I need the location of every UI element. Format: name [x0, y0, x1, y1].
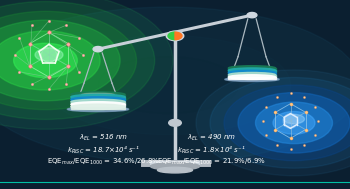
Ellipse shape [41, 47, 57, 63]
Bar [71, 94, 125, 96]
Bar [71, 102, 125, 104]
Wedge shape [175, 32, 182, 40]
Circle shape [0, 11, 136, 110]
Ellipse shape [228, 66, 276, 70]
Circle shape [0, 20, 120, 101]
Circle shape [169, 119, 181, 126]
Text: $\lambda_{EL}$ = 490 nm: $\lambda_{EL}$ = 490 nm [187, 133, 236, 143]
Bar [228, 70, 276, 72]
Ellipse shape [35, 48, 63, 61]
Circle shape [196, 70, 350, 176]
Bar [71, 97, 125, 99]
Ellipse shape [46, 36, 290, 135]
Ellipse shape [98, 57, 238, 113]
Bar [228, 75, 276, 77]
Ellipse shape [71, 92, 125, 97]
Circle shape [0, 2, 155, 119]
Ellipse shape [158, 167, 192, 173]
Ellipse shape [82, 93, 114, 96]
Text: $k_{RISC}$ = 1.8×10⁴ s⁻¹: $k_{RISC}$ = 1.8×10⁴ s⁻¹ [177, 145, 246, 156]
Circle shape [224, 85, 350, 161]
Bar [228, 68, 276, 70]
Text: EQE$_{max}$/EQE$_{1000}$ = 21.9%/6.9%: EQE$_{max}$/EQE$_{1000}$ = 21.9%/6.9% [157, 156, 266, 167]
Bar [228, 73, 276, 74]
Ellipse shape [228, 68, 276, 73]
Ellipse shape [71, 94, 125, 100]
Wedge shape [168, 32, 175, 40]
Ellipse shape [284, 114, 304, 124]
Circle shape [93, 46, 103, 52]
Ellipse shape [228, 70, 276, 75]
Ellipse shape [228, 75, 276, 80]
Ellipse shape [150, 163, 200, 170]
Circle shape [247, 12, 257, 18]
Ellipse shape [71, 97, 125, 102]
Circle shape [210, 77, 350, 168]
Text: $k_{RISC}$ = 18.7×10⁴ s⁻¹: $k_{RISC}$ = 18.7×10⁴ s⁻¹ [67, 145, 140, 156]
Ellipse shape [71, 102, 125, 107]
Ellipse shape [283, 114, 298, 128]
Bar [71, 104, 125, 106]
Circle shape [273, 112, 315, 134]
Ellipse shape [71, 99, 125, 105]
Text: EQE$_{max}$/EQE$_{1000}$ = 34.6%/26.8%: EQE$_{max}$/EQE$_{1000}$ = 34.6%/26.8% [47, 156, 160, 167]
Ellipse shape [71, 104, 125, 109]
Ellipse shape [67, 107, 129, 112]
Ellipse shape [0, 7, 350, 163]
Circle shape [0, 31, 100, 90]
Circle shape [256, 102, 332, 144]
Circle shape [238, 93, 350, 153]
Bar [71, 99, 125, 101]
Circle shape [0, 0, 173, 129]
Circle shape [166, 31, 184, 41]
Ellipse shape [225, 77, 279, 81]
Text: $\lambda_{EL}$ = 516 nm: $\lambda_{EL}$ = 516 nm [79, 133, 128, 143]
Ellipse shape [228, 73, 276, 77]
Bar [71, 107, 125, 109]
Circle shape [14, 43, 77, 78]
Bar [228, 77, 276, 79]
